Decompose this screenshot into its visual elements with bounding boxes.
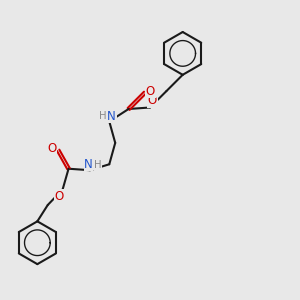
Text: N: N (107, 110, 116, 123)
Text: O: O (47, 142, 56, 155)
Text: N: N (84, 158, 93, 171)
Text: O: O (54, 190, 64, 202)
Text: O: O (146, 85, 155, 98)
Text: H: H (94, 160, 101, 170)
Text: H: H (99, 111, 106, 121)
Text: O: O (148, 94, 157, 107)
